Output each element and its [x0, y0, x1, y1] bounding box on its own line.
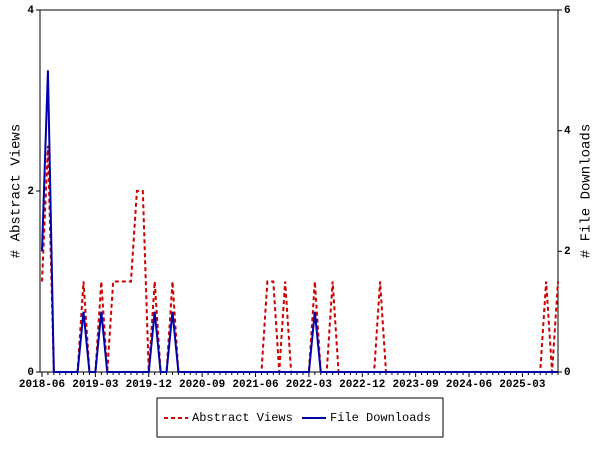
legend-label: Abstract Views [192, 411, 293, 425]
x-tick-label: 2022-03 [286, 379, 333, 391]
y-tick-label: 4 [27, 5, 34, 17]
series-line [41, 70, 558, 373]
x-tick-label: 2024-06 [446, 379, 492, 391]
y2-tick-label: 6 [564, 5, 571, 17]
y-axis-title: # Abstract Views [9, 124, 25, 258]
y2-tick-label: 2 [564, 246, 571, 258]
y-tick-label: 0 [27, 367, 34, 379]
x-tick-label: 2022-12 [339, 379, 385, 391]
x-tick-label: 2018-06 [19, 379, 65, 391]
y-tick-label: 2 [27, 186, 34, 198]
y2-tick-label: 0 [564, 367, 571, 379]
y2-axis-title: # File Downloads [579, 124, 595, 258]
x-tick-label: 2021-06 [232, 379, 278, 391]
legend-label: File Downloads [330, 411, 431, 425]
legend-box [156, 397, 444, 438]
series-line [41, 145, 559, 373]
x-tick-label: 2020-09 [179, 379, 225, 391]
x-tick-label: 2023-09 [393, 379, 439, 391]
x-tick-label: 2019-12 [126, 379, 172, 391]
y2-tick-label: 4 [564, 126, 571, 138]
x-tick-label: 2019-03 [72, 379, 119, 391]
x-tick-label: 2025-03 [499, 379, 546, 391]
plot-frame [39, 9, 559, 373]
